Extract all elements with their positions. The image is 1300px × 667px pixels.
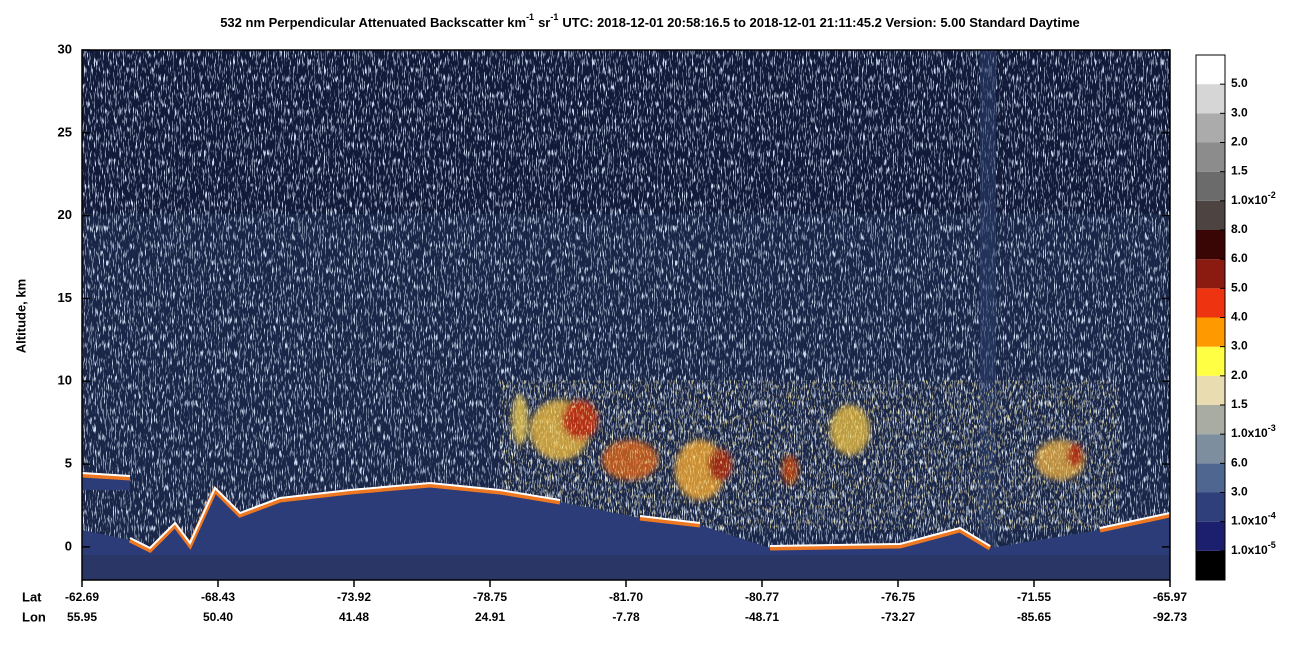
title-part: sr <box>538 15 550 30</box>
x-tick-label: -76.75 <box>881 590 915 604</box>
title-part: -1 <box>550 12 558 22</box>
colorbar-tick-exponent: -3 <box>1268 424 1276 434</box>
colorbar-tick-label: 4.0 <box>1231 310 1248 324</box>
x-tick-label: 55.95 <box>67 610 97 624</box>
colorbar-swatch <box>1196 55 1225 85</box>
title-part: -1 <box>526 12 534 22</box>
x-row-label: Lat <box>22 589 42 604</box>
curtain-texture <box>82 50 1170 580</box>
x-tick-label: -71.55 <box>1017 590 1051 604</box>
x-tick-label: -62.69 <box>65 590 99 604</box>
colorbar-tick-label: 8.0 <box>1231 222 1248 236</box>
colorbar-tick-label: 1.0x10-4 <box>1231 511 1276 528</box>
colorbar-tick-label: 5.0 <box>1231 281 1248 295</box>
colorbar-swatch <box>1196 521 1225 551</box>
colorbar-swatch <box>1196 346 1225 376</box>
colorbar-swatch <box>1196 405 1225 435</box>
colorbar-tick-text: 6.0 <box>1231 251 1248 265</box>
x-tick-label: -85.65 <box>1017 610 1051 624</box>
colorbar-swatch <box>1196 171 1225 201</box>
colorbar-tick-label: 1.0x10-2 <box>1231 190 1276 207</box>
x-tick-label: -73.92 <box>337 590 371 604</box>
x-tick-label: -65.97 <box>1153 590 1187 604</box>
colorbar-tick-text: 1.5 <box>1231 164 1248 178</box>
x-tick-label: -80.77 <box>745 590 779 604</box>
x-tick-label: -78.75 <box>473 590 507 604</box>
colorbar-swatch <box>1196 492 1225 522</box>
x-tick-label: 41.48 <box>339 610 369 624</box>
colorbar-tick-label: 3.0 <box>1231 339 1248 353</box>
colorbar-swatch <box>1196 230 1225 260</box>
colorbar-tick-label: 1.0x10-3 <box>1231 424 1276 441</box>
y-tick-label: 25 <box>58 124 72 139</box>
colorbar-tick-text: 1.0x10 <box>1231 426 1268 440</box>
colorbar-swatch <box>1196 463 1225 493</box>
colorbar-tick-text: 3.0 <box>1231 106 1248 120</box>
colorbar-swatch <box>1196 259 1225 289</box>
colorbar-swatch <box>1196 288 1225 318</box>
colorbar-swatch <box>1196 317 1225 347</box>
colorbar-tick-label: 6.0 <box>1231 251 1248 265</box>
y-tick-label: 15 <box>58 290 72 305</box>
colorbar-tick-text: 1.5 <box>1231 397 1248 411</box>
x-tick-label: -92.73 <box>1153 610 1187 624</box>
colorbar-tick-text: 4.0 <box>1231 310 1248 324</box>
colorbar-tick-text: 5.0 <box>1231 76 1248 90</box>
y-tick-label: 10 <box>58 373 72 388</box>
colorbar-tick-text: 8.0 <box>1231 222 1248 236</box>
y-tick-label: 5 <box>65 456 72 471</box>
colorbar-tick-exponent: -4 <box>1268 511 1276 521</box>
chart-title: 532 nm Perpendicular Attenuated Backscat… <box>220 12 1080 30</box>
colorbar-tick-label: 2.0 <box>1231 135 1248 149</box>
colorbar-tick-label: 2.0 <box>1231 368 1248 382</box>
colorbar-swatch <box>1196 113 1225 143</box>
y-tick-label: 20 <box>58 207 72 222</box>
colorbar-tick-label: 1.5 <box>1231 397 1248 411</box>
colorbar-tick-text: 1.0x10 <box>1231 193 1268 207</box>
colorbar-tick-label: 3.0 <box>1231 106 1248 120</box>
colorbar: 1.0x10-51.0x10-43.06.01.0x10-31.52.03.04… <box>1195 54 1276 581</box>
colorbar-tick-label: 5.0 <box>1231 76 1248 90</box>
y-tick-label: 30 <box>58 41 72 56</box>
x-tick-label: -81.70 <box>609 590 643 604</box>
colorbar-tick-label: 1.5 <box>1231 164 1248 178</box>
x-tick-label: 50.40 <box>203 610 233 624</box>
colorbar-tick-exponent: -2 <box>1268 190 1276 200</box>
colorbar-tick-text: 3.0 <box>1231 339 1248 353</box>
title-part: UTC: 2018-12-01 20:58:16.5 to 2018-12-01… <box>562 15 1079 30</box>
colorbar-tick-text: 3.0 <box>1231 485 1248 499</box>
x-tick-label: -68.43 <box>201 590 235 604</box>
colorbar-swatch <box>1196 200 1225 230</box>
x-row-label: Lon <box>22 609 46 624</box>
colorbar-swatch <box>1196 434 1225 464</box>
colorbar-tick-text: 1.0x10 <box>1231 514 1268 528</box>
x-tick-label: -7.78 <box>612 610 640 624</box>
colorbar-tick-label: 3.0 <box>1231 485 1248 499</box>
colorbar-swatch <box>1196 550 1225 580</box>
colorbar-swatch <box>1196 375 1225 405</box>
y-tick-label: 0 <box>65 538 72 553</box>
x-tick-label: -48.71 <box>745 610 779 624</box>
colorbar-swatch <box>1196 142 1225 172</box>
colorbar-tick-text: 2.0 <box>1231 368 1248 382</box>
colorbar-tick-label: 6.0 <box>1231 456 1248 470</box>
colorbar-tick-text: 1.0x10 <box>1231 543 1268 557</box>
colorbar-tick-exponent: -5 <box>1268 540 1276 550</box>
colorbar-tick-text: 6.0 <box>1231 456 1248 470</box>
x-tick-label: -73.27 <box>881 610 915 624</box>
colorbar-tick-label: 1.0x10-5 <box>1231 540 1276 557</box>
colorbar-tick-text: 5.0 <box>1231 281 1248 295</box>
title-part: 532 nm Perpendicular Attenuated Backscat… <box>220 15 526 30</box>
x-tick-label: 24.91 <box>475 610 505 624</box>
colorbar-swatch <box>1196 84 1225 114</box>
colorbar-tick-text: 2.0 <box>1231 135 1248 149</box>
y-axis-label: Altitude, km <box>13 279 28 353</box>
